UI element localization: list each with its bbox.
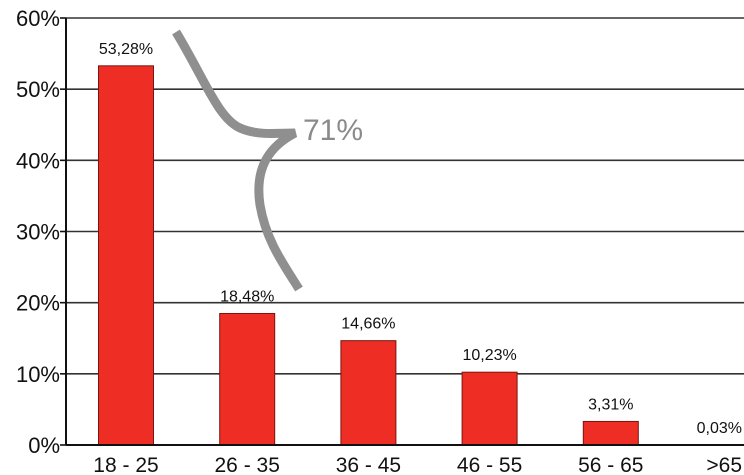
- data-label: 18,48%: [220, 288, 274, 305]
- y-tick-label: 30%: [16, 220, 60, 245]
- data-label: 14,66%: [341, 316, 395, 333]
- bar: [461, 371, 518, 446]
- y-tick-labels: 0% 10% 20% 30% 40% 50% 60%: [16, 6, 60, 458]
- y-tick-label: 40%: [16, 148, 60, 173]
- bars: [98, 65, 744, 446]
- data-label: 0,03%: [697, 420, 742, 437]
- data-label: 10,23%: [462, 347, 516, 364]
- y-tick-label: 0%: [28, 433, 60, 458]
- category-label: 36 - 45: [336, 454, 401, 475]
- y-tick-label: 20%: [16, 291, 60, 316]
- bar: [582, 420, 639, 446]
- bar: [340, 340, 397, 446]
- y-tick-label: 10%: [16, 362, 60, 387]
- annotation-brace: [172, 29, 303, 292]
- axes: [65, 18, 744, 446]
- data-label: 53,28%: [99, 41, 153, 58]
- x-category-labels: 18 - 25 26 - 35 36 - 45 46 - 55 56 - 65 >65: [93, 454, 742, 475]
- category-label: 46 - 55: [457, 454, 522, 475]
- annotation-label: 71%: [303, 114, 363, 147]
- category-label: 18 - 25: [93, 454, 158, 475]
- gridlines: [60, 17, 744, 446]
- category-label: >65: [706, 454, 742, 475]
- category-label: 56 - 65: [578, 454, 643, 475]
- category-label: 26 - 35: [215, 454, 280, 475]
- y-tick-label: 50%: [16, 77, 60, 102]
- data-labels: 53,28% 18,48% 14,66% 10,23% 3,31% 0,03%: [99, 41, 742, 437]
- annotation: 71%: [172, 29, 363, 292]
- bar: [219, 312, 276, 446]
- data-label: 3,31%: [588, 396, 633, 413]
- y-tick-label: 60%: [16, 6, 60, 31]
- bar: [98, 65, 154, 446]
